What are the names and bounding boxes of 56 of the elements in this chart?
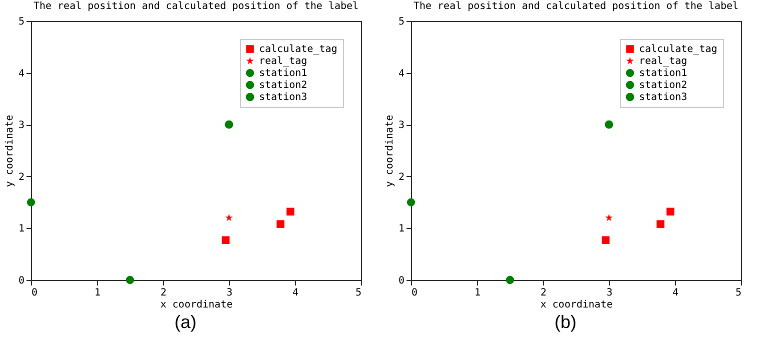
x-tick-label: 4: [672, 288, 679, 298]
y-tick-label: 2: [398, 172, 404, 183]
x-tick-label: 5: [735, 288, 742, 298]
legend-label: station3: [639, 92, 688, 103]
point: [406, 198, 416, 206]
legend-label: calculate_tag: [639, 44, 718, 55]
y-tick-label: 0: [18, 276, 24, 286]
chart-title: The real position and calculated position of the label: [33, 1, 359, 12]
text: (a): [174, 312, 198, 333]
point: [656, 220, 664, 228]
y-tick-label: 3: [18, 120, 24, 132]
x-tick-label: 2: [160, 288, 167, 298]
text: (b): [554, 312, 578, 333]
y-axis-title: y coordinate: [384, 114, 396, 188]
legend-label: calculate_tag: [259, 44, 338, 55]
x-tick-label: 5: [355, 288, 362, 298]
point: [506, 276, 514, 284]
point: [225, 214, 233, 222]
point: [605, 214, 613, 222]
x-axis-title: x coordinate: [540, 300, 613, 310]
y-tick-label: 0: [398, 276, 404, 286]
x-axis-title: x coordinate: [160, 300, 233, 310]
legend-label: station1: [639, 68, 688, 79]
x-tick-label: 1: [94, 288, 101, 298]
legend-label: real_tag: [259, 56, 308, 67]
point: [602, 236, 610, 244]
y-tick-label: 5: [18, 16, 24, 28]
x-tick-label: 0: [412, 288, 418, 298]
point: [276, 220, 284, 228]
point: [286, 208, 294, 216]
y-tick-label: 5: [398, 16, 404, 28]
y-tick-label: 1: [398, 224, 404, 235]
legend-label: real_tag: [639, 56, 688, 67]
legend-label: station2: [259, 80, 308, 91]
point: [222, 236, 230, 244]
x-tick-label: 0: [32, 288, 38, 298]
y-tick-label: 4: [398, 68, 404, 80]
legend-label: station1: [259, 68, 308, 79]
x-tick-label: 3: [606, 288, 613, 298]
point: [126, 276, 134, 284]
legend-label: station2: [639, 80, 688, 91]
point: [666, 208, 674, 216]
point: [26, 198, 36, 206]
y-tick-label: 4: [18, 68, 24, 80]
x-tick-label: 4: [292, 288, 299, 298]
legend-label: station3: [259, 92, 308, 103]
point: [224, 120, 234, 129]
y-tick-label: 2: [18, 172, 24, 183]
chart-title: The real position and calculated position of the label: [413, 1, 739, 12]
x-tick-label: 2: [540, 288, 547, 298]
x-tick-label: 1: [474, 288, 481, 298]
y-tick-label: 3: [398, 120, 404, 132]
x-tick-label: 3: [226, 288, 233, 298]
point: [604, 120, 614, 129]
y-tick-label: 1: [18, 224, 24, 235]
y-axis-title: y coordinate: [4, 114, 16, 188]
